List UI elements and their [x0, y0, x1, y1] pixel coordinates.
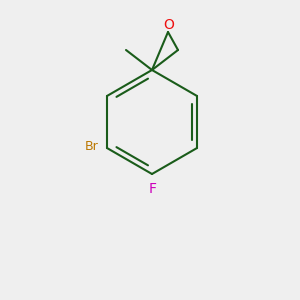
Text: Br: Br	[85, 140, 99, 154]
Text: F: F	[149, 182, 157, 196]
Text: O: O	[164, 18, 174, 32]
